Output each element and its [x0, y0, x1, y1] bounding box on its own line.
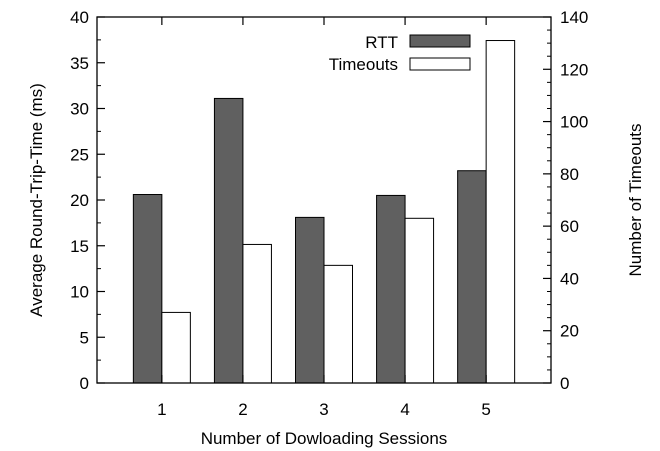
legend-swatch-rtt	[409, 34, 471, 48]
bar-timeouts-2	[242, 243, 272, 384]
left-axis: 0 5 10 15 20 25 30 35 40	[70, 8, 105, 393]
y-tick-label-20: 20	[70, 191, 89, 210]
y2-tick-label-100: 100	[560, 113, 588, 132]
x-axis-title: Number of Dowloading Sessions	[201, 429, 448, 448]
legend: RTT Timeouts	[329, 33, 471, 74]
y-tick-label-10: 10	[70, 283, 89, 302]
y2-tick-label-80: 80	[560, 165, 579, 184]
legend-label-timeouts: Timeouts	[329, 55, 398, 74]
y2-tick-label-0: 0	[560, 374, 569, 393]
x-tick-label-3: 3	[319, 400, 328, 419]
bar-timeouts-5	[485, 40, 516, 384]
bar-timeouts-1	[161, 311, 191, 384]
y-axis-title: Average Round-Trip-Time (ms)	[27, 83, 46, 317]
x-tick-label-4: 4	[400, 400, 409, 419]
y-tick-label-5: 5	[80, 328, 89, 347]
y-tick-label-35: 35	[70, 54, 89, 73]
bar-timeouts-3	[323, 264, 353, 384]
y-tick-label-40: 40	[70, 8, 89, 27]
y2-tick-label-40: 40	[560, 269, 579, 288]
legend-swatch-timeouts	[409, 57, 471, 71]
x-tick-label-2: 2	[238, 400, 247, 419]
bar-rtt-1	[132, 194, 163, 384]
y-tick-label-25: 25	[70, 145, 89, 164]
right-axis: 0 20 40 60 80 100 120 140	[543, 8, 588, 393]
y2-tick-label-120: 120	[560, 60, 588, 79]
bars-layer	[132, 40, 516, 384]
x-axis: 1 2 3 4 5	[157, 17, 491, 419]
y-tick-label-0: 0	[80, 374, 89, 393]
bar-rtt-3	[295, 216, 325, 384]
y2-tick-label-60: 60	[560, 217, 579, 236]
x-tick-label-1: 1	[157, 400, 166, 419]
y-tick-label-30: 30	[70, 100, 89, 119]
x-tick-label-5: 5	[481, 400, 490, 419]
bar-rtt-4	[376, 194, 406, 384]
bar-rtt-5	[457, 170, 487, 384]
legend-label-rtt: RTT	[365, 33, 398, 52]
y2-tick-label-20: 20	[560, 322, 579, 341]
y2-tick-label-140: 140	[560, 8, 588, 27]
y2-axis-title: Number of Timeouts	[626, 123, 645, 276]
y-tick-label-15: 15	[70, 237, 89, 256]
bar-timeouts-4	[404, 217, 435, 384]
bar-rtt-2	[213, 97, 244, 384]
